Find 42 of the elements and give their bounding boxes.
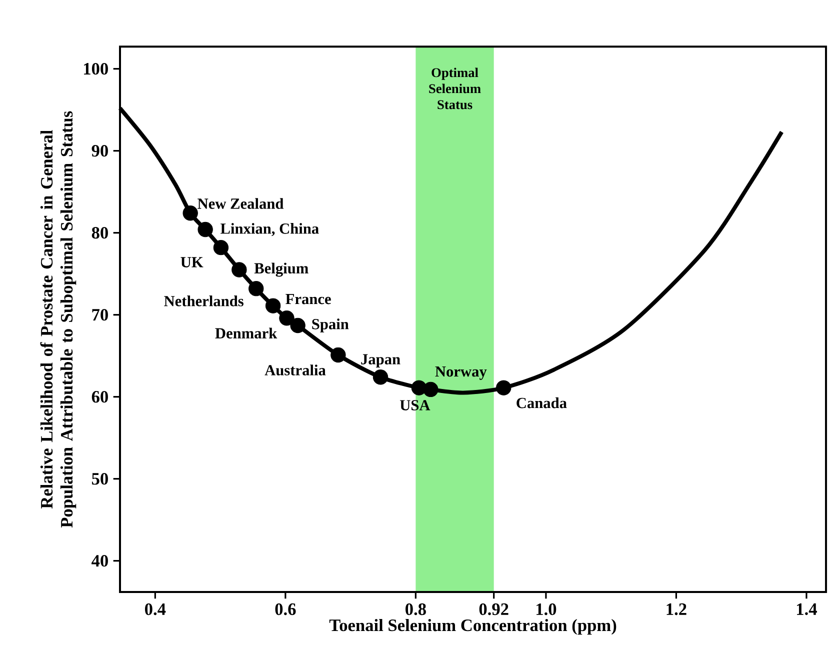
x-tick-label: 0.8 [406,603,426,616]
annotation: Belgium [254,262,308,277]
annotation: New Zealand [198,198,284,209]
y-tick-label: 90 [92,144,108,157]
point [265,298,281,314]
point [279,310,294,326]
y-tick-label: 100 [84,62,108,75]
point [423,382,438,398]
annotation: Australia [264,364,326,376]
annotation: Netherlands [164,296,244,306]
annotation: USA [400,400,430,410]
point [372,370,388,385]
annotation: Norway [435,366,487,380]
annotation: Japan [361,354,400,368]
y-tick-label: 70 [92,308,108,321]
x-tick-label: 1.4 [797,603,817,616]
annotation: Spain [312,318,349,332]
annotation: Denmark [215,328,278,338]
point [330,347,346,363]
x-tick-label: 1.0 [536,603,556,616]
point [198,222,213,238]
y-axis-title: Relative Likelihood of Prostate Cancer in General Population Attributable to Suboptimal Selenium Status [40,111,76,528]
point [290,318,306,334]
x-tick-label: 0.92 [479,603,508,616]
x-tick-label: 1.2 [666,603,686,616]
point [182,206,198,221]
y-tick-label: 50 [92,472,108,485]
x-axis-title: Toenail Selenium Concentration (ppm) [329,618,616,635]
annotation: Canada [516,397,567,408]
x-tick-label: 0.4 [145,603,166,616]
annotation: UK [180,257,204,268]
y-tick-label: 80 [92,226,108,239]
annotation: France [286,294,331,304]
point [232,262,247,278]
y-tick-label: 40 [92,554,108,567]
band-label: Optimal Selenium Status [429,68,481,110]
point [248,280,264,296]
point [213,240,229,256]
annotation: Linxian, China [220,223,319,236]
y-tick-label: 60 [92,390,108,403]
x-tick-label: 0.6 [275,603,296,616]
point [496,380,512,396]
